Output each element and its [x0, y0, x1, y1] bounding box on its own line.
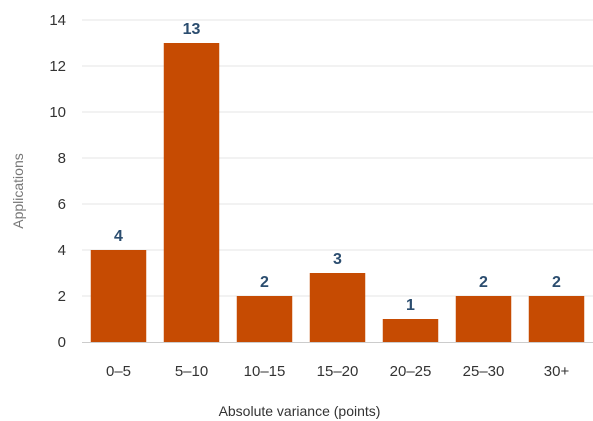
y-tick-label: 10	[49, 104, 66, 121]
bar	[455, 296, 512, 342]
y-tick-label: 8	[58, 150, 66, 167]
y-tick-label: 4	[58, 242, 66, 259]
bar	[163, 43, 220, 342]
data-label: 4	[114, 228, 123, 245]
data-label: 13	[183, 21, 201, 38]
y-tick-label: 2	[58, 288, 66, 305]
y-tick-label: 0	[58, 334, 66, 351]
data-label: 2	[479, 274, 488, 291]
y-tick-label: 14	[49, 12, 66, 29]
bar	[309, 273, 366, 342]
bar	[528, 296, 585, 342]
x-axis-ticks: 0–5 5–10 10–15 15–20 20–25 25–30 30+	[106, 363, 569, 380]
bars	[90, 43, 585, 342]
y-axis-ticks: 0 2 4 6 8 10 12 14	[49, 12, 66, 351]
bar	[382, 319, 439, 342]
x-tick-label: 20–25	[390, 363, 432, 380]
x-tick-label: 25–30	[463, 363, 505, 380]
x-tick-label: 5–10	[175, 363, 208, 380]
data-label: 1	[406, 297, 415, 314]
x-axis-title: Absolute variance (points)	[219, 403, 381, 419]
bar	[90, 250, 147, 342]
bar	[236, 296, 293, 342]
data-label: 2	[260, 274, 269, 291]
data-label: 3	[333, 251, 342, 268]
x-tick-label: 10–15	[244, 363, 286, 380]
x-tick-label: 0–5	[106, 363, 131, 380]
x-tick-label: 30+	[544, 363, 570, 380]
x-tick-label: 15–20	[317, 363, 359, 380]
y-tick-label: 12	[49, 58, 66, 75]
data-label: 2	[552, 274, 561, 291]
y-tick-label: 6	[58, 196, 66, 213]
data-labels: 4 13 2 3 1 2 2	[114, 21, 561, 314]
y-axis-title: Applications	[10, 153, 26, 229]
